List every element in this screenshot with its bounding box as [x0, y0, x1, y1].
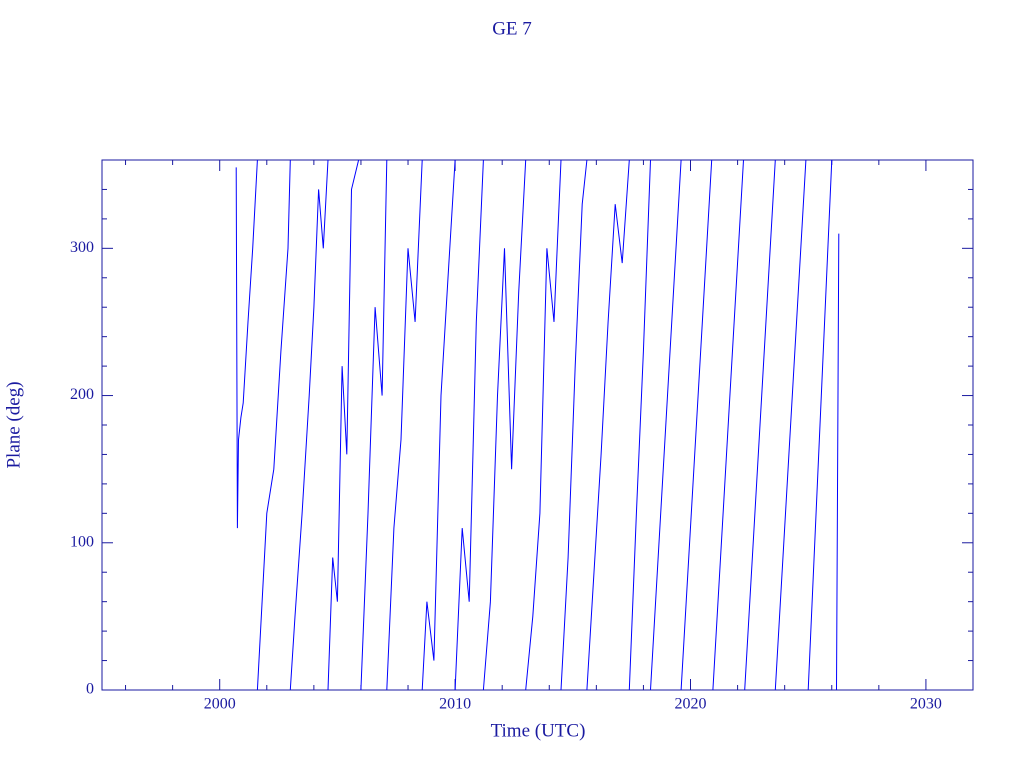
x-tick-label: 2010	[439, 696, 471, 713]
x-axis-label: Time (UTC)	[491, 720, 586, 741]
chart-title: GE 7	[492, 18, 532, 39]
x-tick-label: 2030	[910, 696, 942, 713]
x-tick-label: 2020	[675, 696, 707, 713]
data-line	[235, 159, 840, 691]
y-tick-label: 200	[70, 386, 94, 403]
y-tick-label: 0	[86, 681, 94, 698]
x-tick-label: 2000	[204, 696, 236, 713]
y-axis-label: Plane (deg)	[3, 381, 24, 468]
y-tick-label: 300	[70, 239, 94, 256]
y-tick-label: 100	[70, 533, 94, 550]
plot-frame	[101, 159, 974, 691]
